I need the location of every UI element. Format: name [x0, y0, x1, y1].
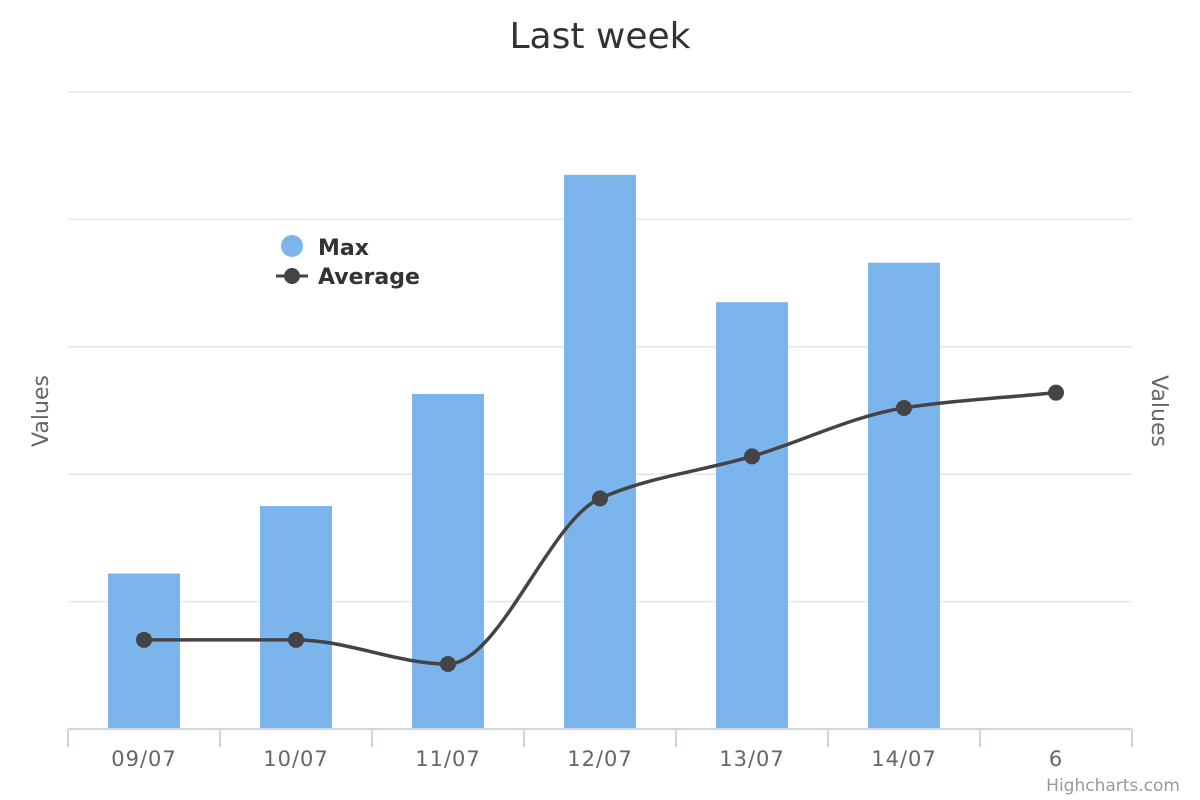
bar-max-3[interactable] — [564, 174, 636, 729]
bar-max-5[interactable] — [868, 262, 940, 729]
x-tick-label-1: 10/07 — [263, 747, 329, 771]
average-point-0[interactable] — [136, 631, 152, 648]
average-point-4[interactable] — [744, 448, 760, 465]
bar-max-4[interactable] — [716, 302, 788, 729]
x-axis: 09/07 10/07 11/07 12/07 13/07 14/07 6 — [67, 728, 1133, 771]
legend-average-marker-symbol[interactable] — [284, 268, 300, 284]
bar-series-max[interactable] — [108, 174, 940, 729]
credits-link[interactable]: Highcharts.com — [1046, 776, 1180, 796]
legend-max-symbol[interactable] — [281, 235, 303, 257]
x-tick-label-5: 14/07 — [871, 747, 937, 771]
y-axis-title-right: Values — [1146, 375, 1171, 447]
legend-average-label[interactable]: Average — [318, 265, 420, 290]
x-tick-label-6: 6 — [1049, 747, 1063, 771]
bar-max-2[interactable] — [412, 393, 484, 729]
x-tick-label-4: 13/07 — [719, 747, 785, 771]
chart-title: Last week — [509, 16, 690, 57]
average-point-3[interactable] — [592, 490, 608, 507]
x-tick-label-0: 09/07 — [111, 747, 177, 771]
average-point-2[interactable] — [440, 656, 456, 673]
bar-max-1[interactable] — [260, 506, 332, 729]
legend[interactable]: Max Average — [260, 220, 435, 298]
x-tick-label-2: 11/07 — [415, 747, 481, 771]
bar-max-0[interactable] — [108, 573, 180, 729]
legend-background — [260, 220, 435, 298]
line-series-average[interactable] — [136, 384, 1064, 673]
average-point-6[interactable] — [1048, 384, 1064, 401]
average-point-1[interactable] — [288, 631, 304, 648]
x-tick-label-3: 12/07 — [567, 747, 633, 771]
average-point-5[interactable] — [896, 399, 912, 416]
y-axis-title-left: Values — [29, 375, 54, 447]
legend-max-label[interactable]: Max — [318, 236, 369, 261]
